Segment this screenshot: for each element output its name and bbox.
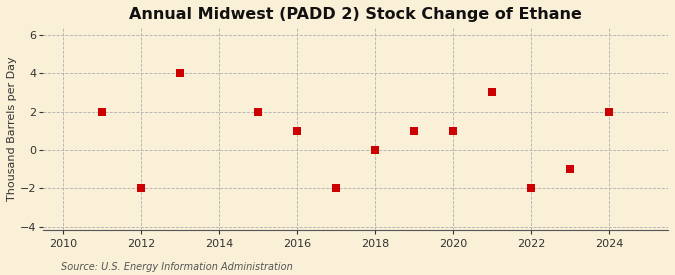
Title: Annual Midwest (PADD 2) Stock Change of Ethane: Annual Midwest (PADD 2) Stock Change of … [129, 7, 582, 22]
Point [526, 186, 537, 191]
Text: Source: U.S. Energy Information Administration: Source: U.S. Energy Information Administ… [61, 262, 292, 272]
Point [331, 186, 342, 191]
Point [604, 109, 615, 114]
Point [409, 129, 420, 133]
Point [487, 90, 497, 95]
Point [252, 109, 263, 114]
Point [174, 71, 185, 75]
Point [97, 109, 107, 114]
Point [370, 148, 381, 152]
Point [565, 167, 576, 171]
Point [136, 186, 146, 191]
Point [292, 129, 302, 133]
Point [448, 129, 458, 133]
Y-axis label: Thousand Barrels per Day: Thousand Barrels per Day [7, 57, 17, 201]
